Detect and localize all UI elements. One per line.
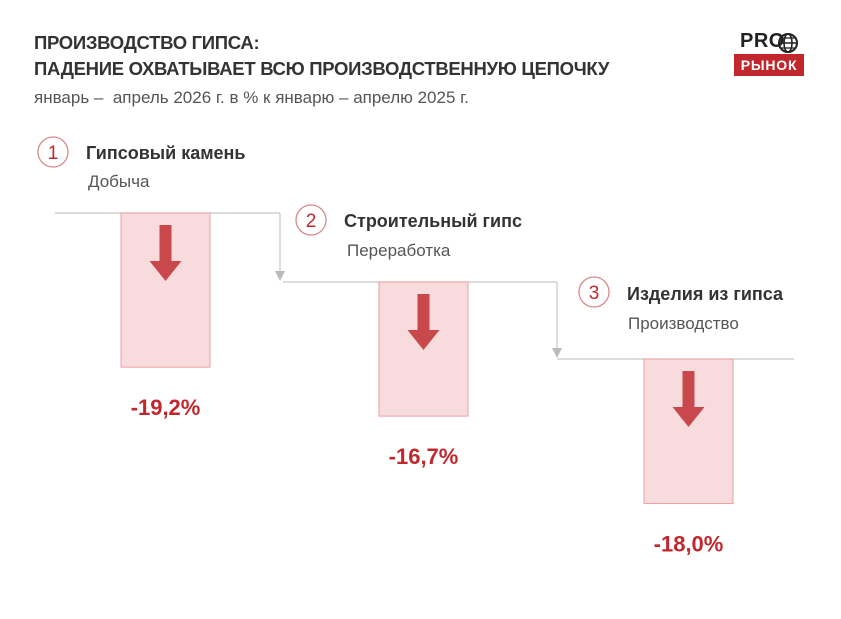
value-label-1: -19,2% — [131, 395, 201, 420]
category-label-3: Изделия из гипса — [627, 284, 784, 304]
step-number-3: 3 — [589, 283, 600, 304]
chart-title-line-2: ПАДЕНИЕ ОХВАТЫВАЕТ ВСЮ ПРОИЗВОДСТВЕННУЮ … — [34, 58, 610, 79]
connector-arrowhead-1 — [275, 271, 285, 281]
step-circle-2 — [295, 204, 327, 236]
step-circle-1 — [37, 136, 69, 168]
value-label-3: -18,0% — [654, 532, 724, 557]
chart-subtitle: январь – апрель 2026 г. в % к январю – а… — [34, 88, 469, 107]
category-label-1: Гипсовый камень — [86, 143, 246, 163]
connector-arrowhead-2 — [552, 348, 562, 358]
down-arrow-icon-2 — [407, 294, 440, 350]
chart-title-line-1: ПРОИЗВОДСТВО ГИПСА: — [34, 32, 260, 53]
step-number-1: 1 — [48, 143, 59, 164]
stage-type-label-3: Производство — [628, 314, 739, 333]
down-arrow-icon-3 — [672, 371, 705, 427]
logo-rynok-text: РЫНОК — [734, 54, 804, 76]
step-number-2: 2 — [306, 211, 317, 232]
prorynok-logo: PRO РЫНОК — [734, 30, 804, 76]
down-arrow-icon-1 — [149, 225, 182, 281]
step-circle-3 — [578, 276, 610, 308]
globe-icon — [778, 33, 798, 53]
logo-pro-text: PRO — [740, 30, 785, 52]
stage-type-label-1: Добыча — [88, 172, 150, 191]
stage-type-label-2: Переработка — [347, 241, 451, 260]
value-label-2: -16,7% — [389, 444, 459, 469]
category-label-2: Строительный гипс — [344, 211, 522, 231]
